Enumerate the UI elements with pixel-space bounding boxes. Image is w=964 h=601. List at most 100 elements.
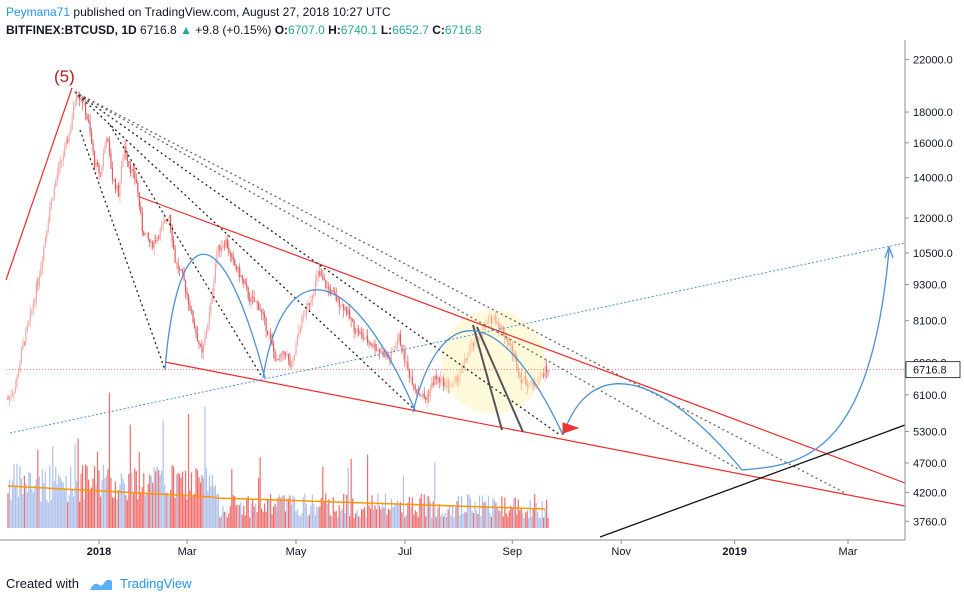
candle-body <box>359 332 361 335</box>
volume-bar <box>455 507 457 528</box>
candle-body <box>471 342 473 346</box>
tradingview-link[interactable]: TradingView <box>120 576 192 591</box>
volume-bar <box>281 495 284 528</box>
candle-body <box>141 212 143 232</box>
candle-body <box>119 182 121 197</box>
candle-body <box>37 283 39 285</box>
candle-body <box>53 187 55 199</box>
candle-body <box>504 335 506 339</box>
candle-body <box>447 380 449 388</box>
volume-bar <box>531 516 533 528</box>
footer: Created with TradingView <box>6 574 192 594</box>
volume-bar <box>211 474 214 528</box>
candle-body <box>429 388 431 396</box>
volume-bar <box>173 466 175 528</box>
candle-body <box>87 119 90 122</box>
candle-body <box>43 246 45 261</box>
candle-body <box>174 248 176 263</box>
volume-bar <box>334 511 336 528</box>
volume-bar <box>361 509 363 528</box>
price-tick-label: 4200.0 <box>913 487 947 499</box>
volume-bar <box>216 494 218 528</box>
candle-body <box>446 380 448 382</box>
candle-body <box>199 344 202 346</box>
flag-icon <box>562 422 580 435</box>
volume-bar <box>437 508 439 528</box>
price-chart[interactable]: (5) 22000.0 18000.0 16000.0 14000.0 12000.0 1… <box>0 40 964 570</box>
volume-bar <box>368 505 370 528</box>
volume-bar <box>523 517 525 528</box>
volume-bar <box>341 509 343 528</box>
volume-bar <box>58 474 60 528</box>
candle-body <box>384 353 387 358</box>
volume-bar <box>250 503 252 528</box>
volume-bar <box>132 493 134 528</box>
candle-body <box>431 382 433 389</box>
volume-bar <box>538 517 540 528</box>
candle-body <box>526 384 528 387</box>
candle-body <box>161 225 163 230</box>
candle-body <box>329 288 331 295</box>
volume-bar <box>53 481 55 528</box>
candle-body <box>168 215 170 220</box>
volume-bar <box>156 466 158 528</box>
candle-body <box>305 305 307 316</box>
volume-bar <box>98 470 100 528</box>
candle-body <box>450 385 452 387</box>
price-tick-label: 14000.0 <box>913 173 953 185</box>
volume-bar <box>425 516 427 528</box>
time-tick-label: Mar <box>839 546 858 558</box>
volume-bar <box>546 500 548 528</box>
candle-body <box>416 389 418 394</box>
volume-bar <box>128 474 130 528</box>
candle-body <box>146 232 148 234</box>
volume-bar <box>167 491 169 528</box>
chart-header: Peymana71 published on TradingView.com, … <box>6 3 956 39</box>
volume-bar <box>193 493 196 528</box>
price-axis[interactable]: 22000.0 18000.0 16000.0 14000.0 12000.0 10500… <box>904 40 961 540</box>
candle-body <box>229 252 231 254</box>
volume-bar <box>256 512 258 528</box>
volume-bar <box>280 497 282 528</box>
volume-bar <box>159 474 161 528</box>
volume-bar <box>102 464 105 528</box>
volume-bar <box>292 495 294 528</box>
author-link[interactable]: Peymana71 <box>6 5 71 19</box>
candle-body <box>502 328 504 336</box>
candle-body <box>164 219 166 223</box>
candle-body <box>316 275 318 282</box>
candle-body <box>425 397 427 401</box>
projection-line-2 <box>476 326 524 433</box>
candle-body <box>17 372 20 377</box>
candle-body <box>98 165 100 173</box>
volume-bar <box>381 504 384 528</box>
volume-bar <box>443 516 445 528</box>
candle-body <box>507 338 509 345</box>
chart-background <box>0 40 964 570</box>
candle-body <box>74 102 76 106</box>
volume-bar <box>262 511 264 528</box>
arc-3 <box>412 330 564 436</box>
candle-body <box>423 393 425 398</box>
volume-bar <box>252 498 254 528</box>
volume-bar <box>495 502 497 528</box>
volume-bar <box>234 496 236 528</box>
candle-body <box>171 228 173 241</box>
candle-body <box>457 377 460 383</box>
volume-bar <box>414 510 416 528</box>
time-axis[interactable]: 2018 Mar May Jul Sep Nov 2019 Mar <box>0 539 905 558</box>
candle-body <box>290 366 293 368</box>
candle-body <box>70 129 72 133</box>
candle-body <box>274 351 276 362</box>
volume-bar <box>383 507 385 528</box>
volume-bar <box>244 515 246 528</box>
volume-bar <box>7 493 9 528</box>
candle-body <box>113 179 115 181</box>
fan-line-5 <box>109 124 263 378</box>
tradingview-logo-icon[interactable] <box>89 578 113 592</box>
volume-bar <box>483 502 485 528</box>
candle-body <box>438 377 440 383</box>
candle-body <box>295 345 297 356</box>
volume-bar <box>332 497 334 528</box>
candle-body <box>377 349 379 351</box>
